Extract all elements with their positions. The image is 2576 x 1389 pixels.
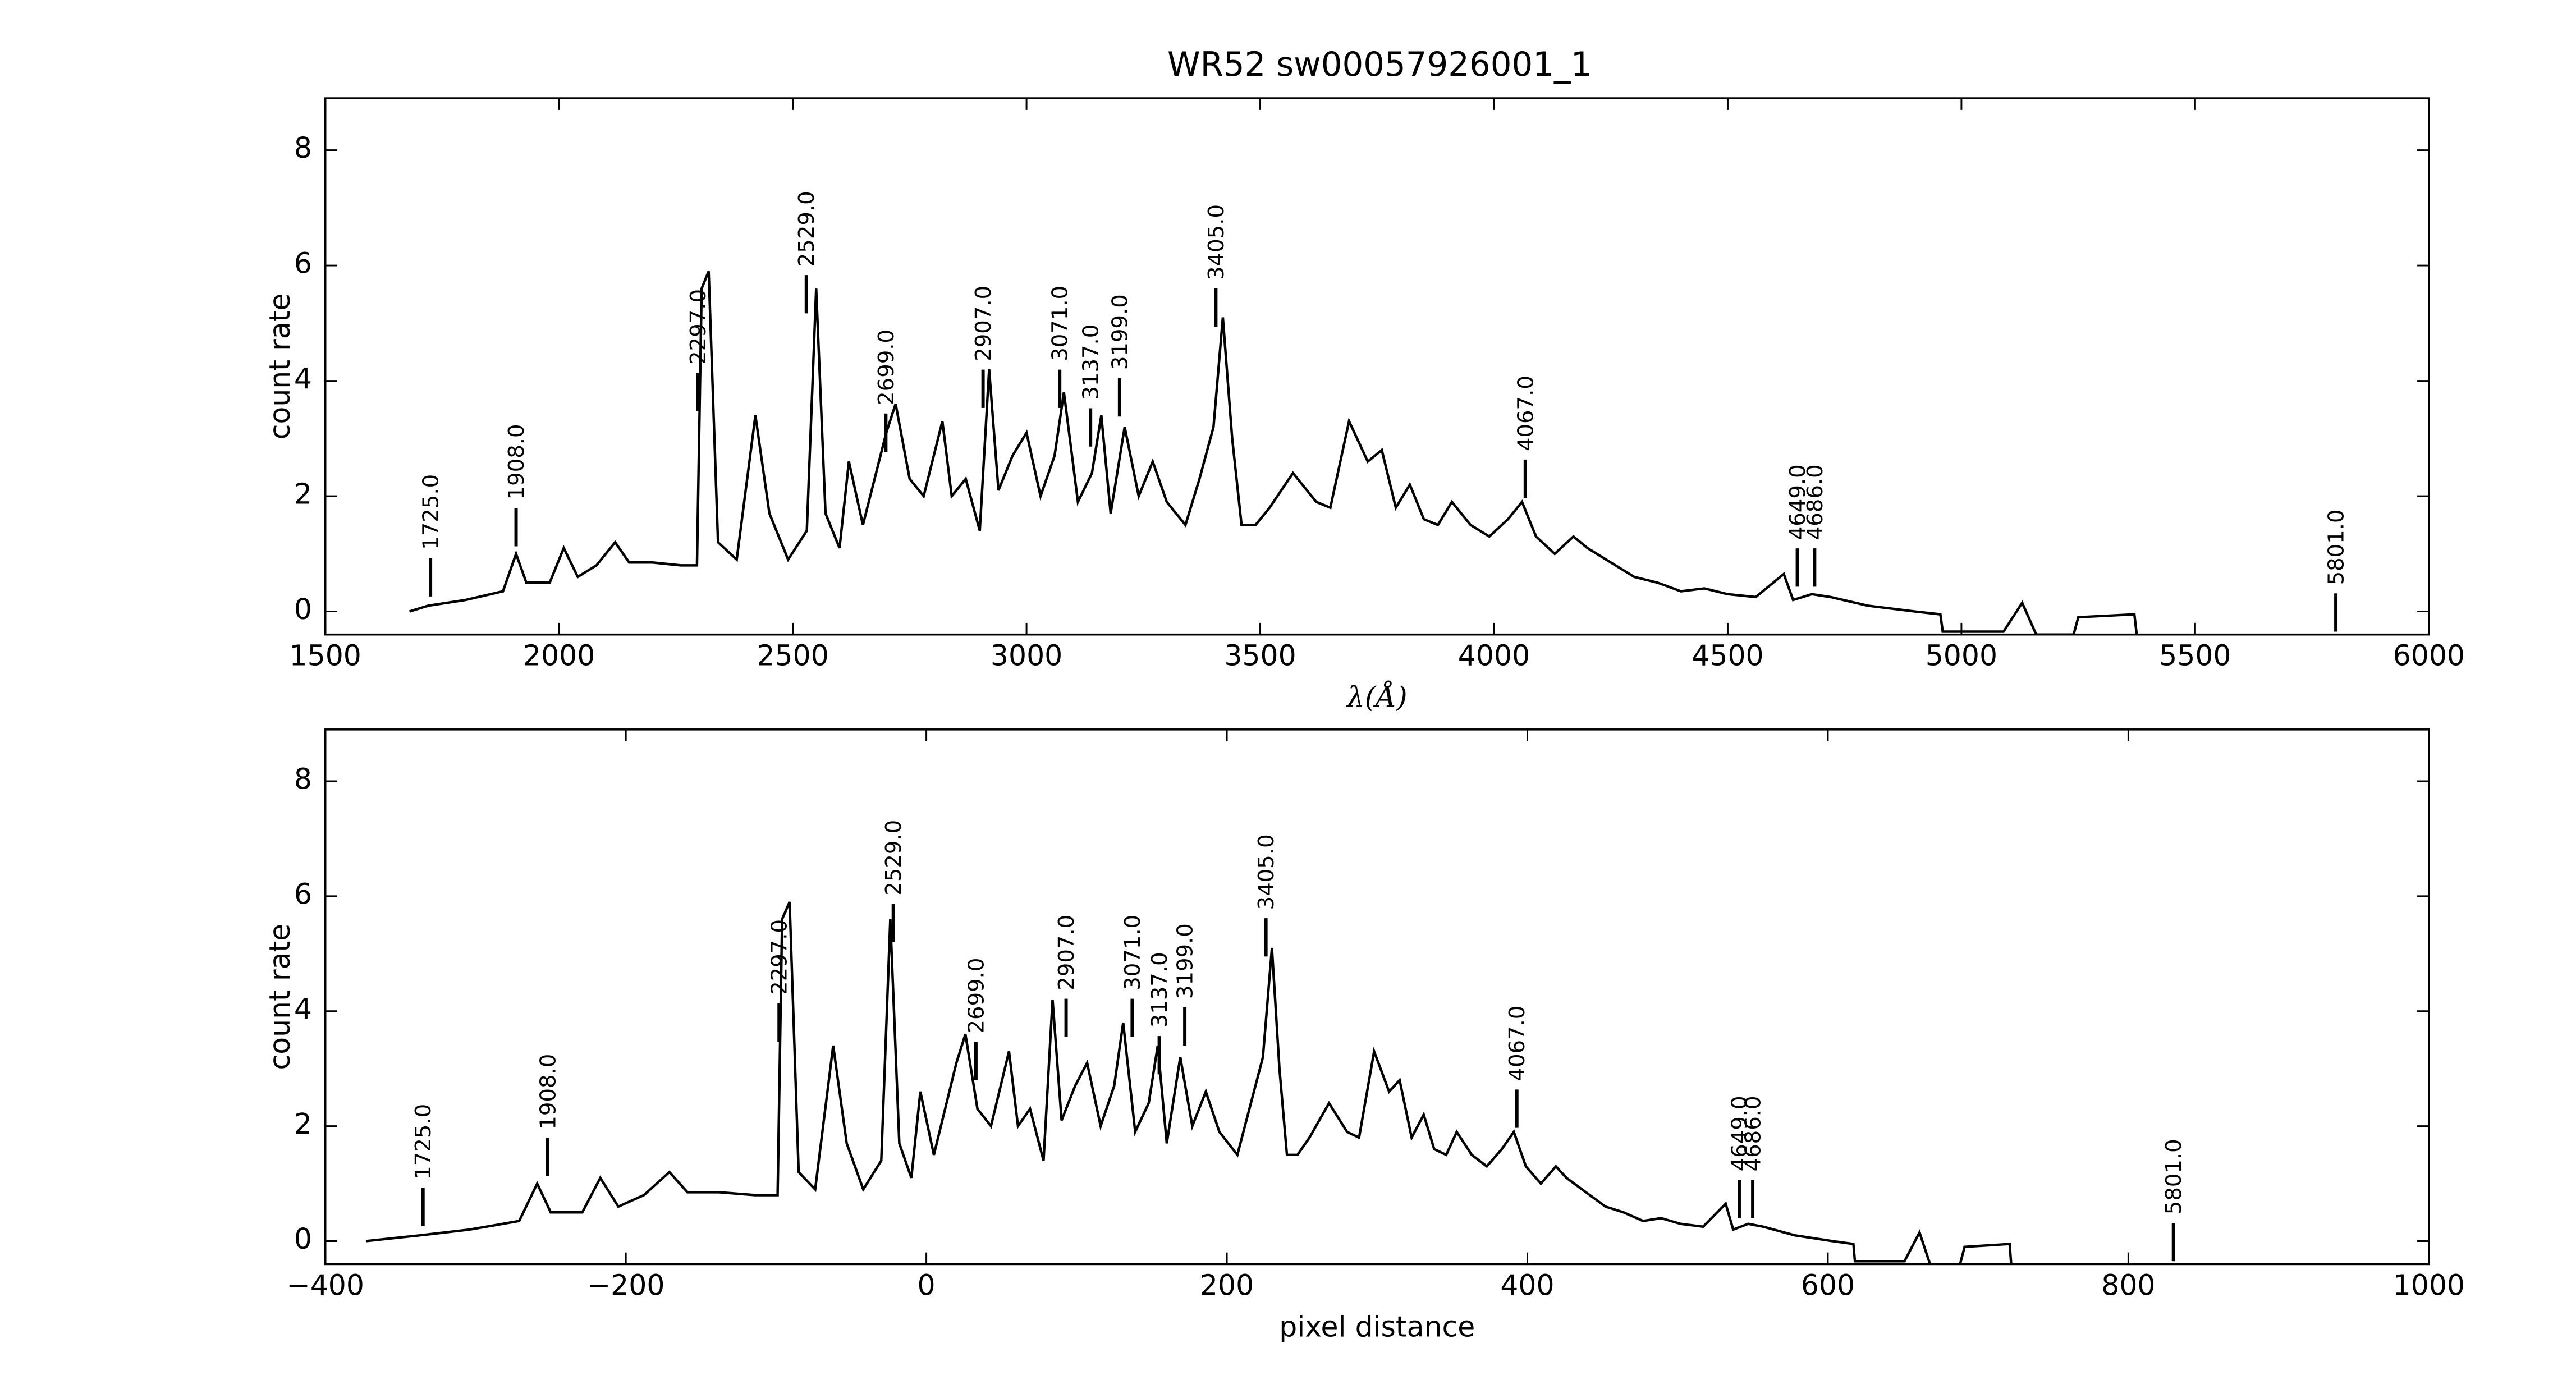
annotation-label: 3405.0 (1204, 204, 1229, 280)
annotation-label: 2529.0 (881, 820, 906, 896)
y-tick-label: 4 (294, 362, 312, 395)
y-axis-label: count rate (263, 293, 296, 439)
spectrum-line (409, 271, 2138, 635)
annotation-label: 1908.0 (535, 1054, 561, 1130)
x-tick-label: 3500 (1224, 639, 1296, 672)
x-tick-label: 400 (1500, 1268, 1554, 1301)
annotation-label: 4067.0 (1505, 1006, 1530, 1081)
annotation-label: 4686.0 (1741, 1095, 1766, 1171)
x-tick-label: 1500 (290, 639, 361, 672)
annotation-label: 2297.0 (686, 289, 711, 365)
y-tick-label: 2 (294, 1107, 312, 1140)
y-tick-label: 0 (294, 593, 312, 626)
y-tick-label: 6 (294, 247, 312, 280)
plot-frame (324, 728, 2430, 1266)
x-tick-label: 4500 (1692, 639, 1763, 672)
x-tick-label: −200 (587, 1268, 665, 1301)
annotation-label: 4686.0 (1803, 464, 1828, 540)
x-tick-label: 4000 (1458, 639, 1530, 672)
annotation-label: 4067.0 (1513, 375, 1538, 451)
x-tick-label: 1000 (2393, 1268, 2465, 1301)
y-tick-label: 8 (294, 763, 312, 796)
y-tick-label: 6 (294, 877, 312, 910)
annotation-label: 4649.0 (1785, 464, 1810, 540)
x-tick-label: 0 (918, 1268, 936, 1301)
annotation-label: 2907.0 (971, 286, 996, 361)
x-tick-label: 6000 (2393, 639, 2465, 672)
annotation-label: 3071.0 (1048, 286, 1073, 361)
y-tick-label: 2 (294, 478, 312, 511)
annotation-label: 3199.0 (1107, 294, 1133, 370)
annotation-label: 2907.0 (1054, 915, 1079, 991)
annotation-label: 3071.0 (1120, 915, 1145, 991)
annotation-label: 5801.0 (2324, 509, 2349, 585)
x-tick-label: 800 (2101, 1268, 2155, 1301)
annotation-label: 3137.0 (1079, 324, 1104, 400)
x-tick-label: −400 (286, 1268, 364, 1301)
annotation-label: 1725.0 (419, 474, 444, 550)
x-tick-label: 200 (1200, 1268, 1254, 1301)
x-tick-label: 600 (1801, 1268, 1855, 1301)
annotation-label: 5801.0 (2161, 1139, 2187, 1214)
x-tick-label: 5000 (1926, 639, 1997, 672)
annotation-label: 3137.0 (1147, 952, 1172, 1028)
annotation-label: 1908.0 (504, 424, 529, 499)
annotation-label: 2297.0 (767, 919, 792, 995)
annotation-label: 2699.0 (874, 329, 899, 405)
annotation-label: 4649.0 (1727, 1095, 1752, 1171)
x-tick-label: 2000 (523, 639, 595, 672)
y-axis-label: count rate (263, 924, 296, 1070)
annotation-label: 2529.0 (794, 191, 819, 267)
chart-title: WR52 sw00057926001_1 (1167, 45, 1592, 84)
x-tick-label: 5500 (2159, 639, 2231, 672)
annotation-label: 2699.0 (964, 958, 989, 1034)
annotation-label: 3405.0 (1254, 834, 1279, 910)
x-axis-label: pixel distance (1279, 1310, 1475, 1344)
annotation-label: 1725.0 (411, 1104, 436, 1180)
spectrum-line (365, 901, 2013, 1264)
x-tick-label: 2500 (757, 639, 828, 672)
x-axis-label: λ(Å) (1346, 680, 1408, 713)
y-tick-label: 0 (294, 1222, 312, 1255)
y-tick-label: 8 (294, 131, 312, 164)
x-tick-label: 3000 (991, 639, 1062, 672)
plot-frame (324, 97, 2430, 636)
annotation-label: 3199.0 (1173, 923, 1198, 999)
y-tick-label: 4 (294, 992, 312, 1025)
